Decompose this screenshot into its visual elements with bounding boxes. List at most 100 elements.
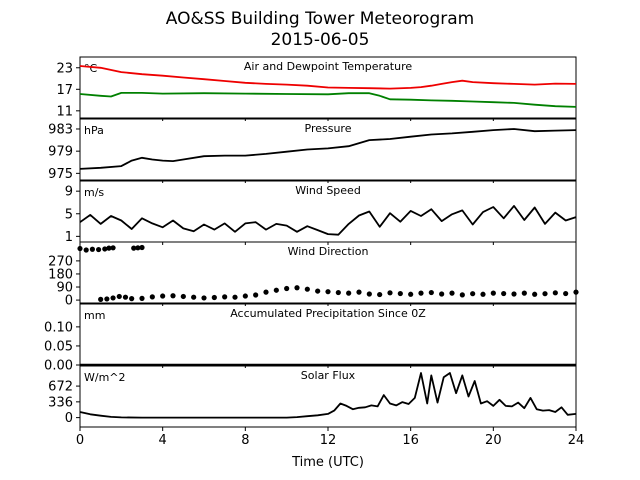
panel-title-2: Wind Speed — [295, 184, 361, 197]
series-point-3-0-52 — [511, 291, 517, 297]
series-point-3-0-53 — [521, 290, 527, 296]
series-point-3-0-32 — [304, 286, 310, 292]
series-point-3-0-10 — [98, 296, 104, 302]
series-point-3-0-39 — [377, 291, 383, 298]
series-point-3-0-17 — [149, 294, 155, 300]
series-point-3-0-49 — [480, 291, 486, 297]
series-point-3-0-20 — [180, 293, 186, 300]
series-point-3-0-14 — [122, 294, 129, 300]
series-point-3-0-56 — [552, 290, 558, 296]
series-point-3-0-38 — [366, 291, 372, 297]
y-tick-label-3-3: 270 — [48, 254, 73, 269]
panel-title-1: Pressure — [305, 122, 352, 135]
series-point-3-0-34 — [325, 289, 331, 295]
y-tick-label-3-0: 0 — [65, 294, 73, 309]
series-point-3-0-7 — [131, 245, 137, 251]
series-point-3-0-0 — [77, 245, 83, 252]
y-tick-label-5-2: 672 — [48, 380, 73, 395]
y-tick-label-0-1: 17 — [56, 83, 73, 98]
series-point-3-0-21 — [191, 294, 197, 300]
panel-title-4: Accumulated Precipitation Since 0Z — [230, 307, 426, 320]
panel-title-5: Solar Flux — [301, 369, 356, 382]
series-point-3-0-19 — [170, 293, 176, 299]
series-point-3-0-5 — [106, 245, 112, 251]
series-point-3-0-51 — [501, 290, 507, 297]
series-point-3-0-4 — [102, 246, 108, 252]
y-tick-label-3-2: 180 — [48, 267, 73, 282]
y-tick-label-3-1: 90 — [56, 281, 73, 296]
x-tick-label-6: 24 — [568, 433, 585, 448]
figure-title: AO&SS Building Tower Meteorogram — [166, 9, 474, 29]
series-point-3-0-18 — [160, 293, 166, 299]
series-point-3-0-57 — [563, 290, 569, 297]
series-point-3-0-55 — [542, 291, 548, 297]
y-tick-label-2-1: 5 — [65, 207, 73, 222]
series-point-3-0-13 — [116, 293, 122, 300]
series-point-3-0-28 — [263, 289, 269, 295]
series-point-3-0-11 — [104, 296, 110, 302]
y-tick-label-0-0: 11 — [56, 104, 73, 119]
series-point-3-0-6 — [110, 245, 116, 251]
series-line-1-0 — [79, 128, 577, 170]
series-point-3-0-42 — [408, 291, 414, 297]
y-tick-label-5-1: 336 — [48, 395, 73, 410]
panels-group: Air and Dewpoint Temperature °C 11 17 23 Pres… — [44, 56, 585, 448]
panel-unit-0: °C — [84, 62, 98, 75]
series-point-3-0-16 — [139, 295, 145, 301]
series-point-3-0-12 — [110, 295, 116, 301]
series-point-3-0-37 — [356, 289, 362, 295]
series-point-3-0-31 — [294, 285, 300, 291]
series-point-3-0-58 — [573, 289, 579, 295]
panel-title-3: Wind Direction — [288, 245, 369, 258]
y-tick-label-0-2: 23 — [56, 61, 73, 76]
series-point-3-0-30 — [284, 285, 290, 292]
panel-unit-4: mm — [84, 309, 105, 322]
series-point-3-0-36 — [346, 290, 352, 296]
series-point-3-0-8 — [135, 245, 141, 251]
series-point-3-0-3 — [96, 246, 102, 253]
y-tick-label-4-0: 0.00 — [44, 359, 73, 374]
series-point-3-0-27 — [253, 292, 259, 298]
series-point-3-0-46 — [449, 290, 455, 296]
panel-unit-1: hPa — [84, 124, 104, 137]
y-tick-label-4-2: 0.10 — [44, 320, 73, 335]
series-line-0-0 — [79, 65, 577, 90]
x-tick-label-3: 12 — [320, 433, 337, 448]
figure-subtitle: 2015-06-05 — [271, 30, 370, 50]
series-point-3-0-47 — [459, 292, 465, 298]
y-tick-label-4-1: 0.05 — [44, 339, 73, 354]
series-line-0-1 — [79, 92, 577, 108]
y-tick-label-1-0: 975 — [48, 167, 73, 182]
series-point-3-0-24 — [222, 294, 228, 300]
y-tick-label-1-2: 983 — [48, 122, 73, 137]
y-tick-label-5-0: 0 — [65, 411, 73, 426]
series-point-3-0-1 — [83, 247, 89, 253]
series-point-3-0-54 — [532, 291, 538, 297]
series-point-3-0-40 — [387, 290, 393, 296]
series-point-3-0-48 — [470, 291, 476, 297]
series-point-3-0-45 — [439, 291, 445, 297]
x-tick-label-4: 16 — [402, 433, 419, 448]
panel-unit-5: W/m^2 — [84, 371, 126, 384]
series-line-2-0 — [79, 204, 577, 236]
series-point-3-0-9 — [139, 244, 145, 251]
x-tick-label-0: 0 — [76, 433, 84, 448]
series-point-3-0-43 — [418, 290, 424, 296]
series-point-3-0-26 — [242, 293, 248, 299]
y-tick-label-1-1: 979 — [48, 145, 73, 160]
series-point-3-0-25 — [232, 294, 238, 300]
x-tick-label-5: 20 — [485, 433, 502, 448]
y-tick-label-2-2: 9 — [65, 185, 73, 200]
series-point-3-0-23 — [211, 294, 217, 301]
x-tick-label-2: 8 — [241, 433, 249, 448]
panel-unit-2: m/s — [84, 186, 104, 199]
x-axis-label: Time (UTC) — [291, 455, 364, 470]
series-point-3-0-29 — [273, 287, 279, 293]
series-point-3-0-50 — [490, 290, 496, 296]
series-point-3-0-22 — [201, 295, 207, 301]
x-tick-label-1: 4 — [159, 433, 167, 448]
panel-title-0: Air and Dewpoint Temperature — [244, 60, 412, 73]
series-point-3-0-2 — [89, 246, 95, 252]
panel-unit-3: ° — [84, 247, 90, 260]
series-point-3-0-35 — [335, 289, 341, 296]
